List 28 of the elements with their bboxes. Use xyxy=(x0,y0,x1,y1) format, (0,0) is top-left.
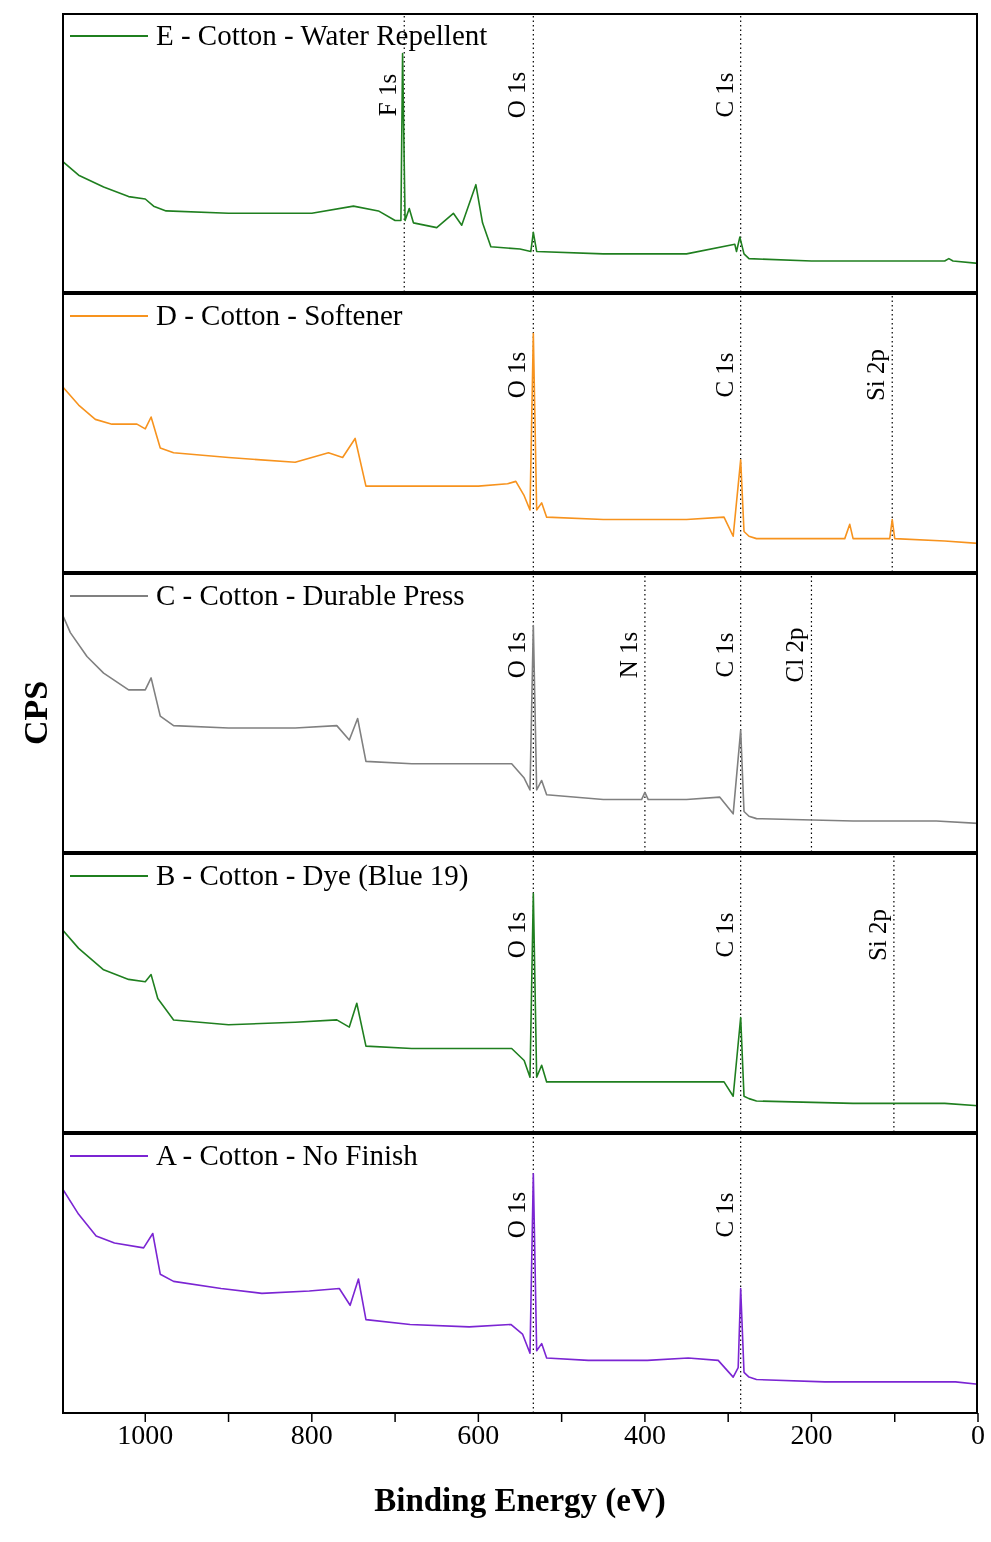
ref-line-label: O 1s xyxy=(503,631,531,679)
legend-label: D - Cotton - Softener xyxy=(156,299,403,332)
ref-line-label: Cl 2p xyxy=(781,627,809,683)
ref-line-label: C 1s xyxy=(710,72,738,118)
x-axis-title: Binding Energy (eV) xyxy=(374,1482,666,1519)
ref-line-label: C 1s xyxy=(710,912,738,958)
legend-label: E - Cotton - Water Repellent xyxy=(156,19,488,52)
legend-label: C - Cotton - Durable Press xyxy=(156,579,465,612)
x-tick-label: 0 xyxy=(971,1418,985,1450)
x-tick-label: 600 xyxy=(457,1418,500,1450)
x-tick-label: 400 xyxy=(623,1418,666,1450)
x-tick-label: 800 xyxy=(290,1418,333,1450)
ref-line-label: N 1s xyxy=(614,631,642,679)
ref-line-label: O 1s xyxy=(503,911,531,959)
ref-line-label: O 1s xyxy=(503,1191,531,1239)
y-axis-title: CPS xyxy=(17,680,55,746)
ref-line-label: O 1s xyxy=(503,71,531,119)
ref-line-label: C 1s xyxy=(710,352,738,398)
ref-line-label: C 1s xyxy=(710,632,738,678)
x-tick-label: 1000 xyxy=(117,1418,174,1450)
ref-line-label: Si 2p xyxy=(863,908,891,962)
legend-label: B - Cotton - Dye (Blue 19) xyxy=(156,859,469,892)
ref-line-label: F 1s xyxy=(374,73,402,117)
x-tick-label: 200 xyxy=(790,1418,833,1450)
ref-line-label: C 1s xyxy=(710,1192,738,1238)
ref-line-label: Si 2p xyxy=(862,348,890,402)
ref-line-label: O 1s xyxy=(503,351,531,399)
legend-label: A - Cotton - No Finish xyxy=(156,1139,418,1172)
